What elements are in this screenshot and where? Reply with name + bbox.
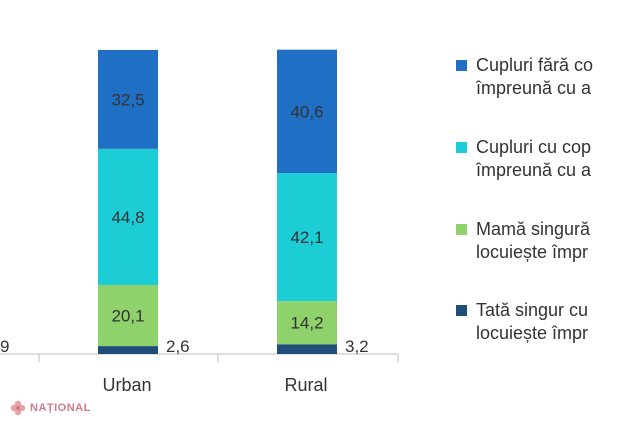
data-label: 32,5	[111, 90, 144, 109]
bar-segment	[98, 50, 158, 149]
watermark-logo: NAȚIONAL	[10, 400, 91, 416]
data-label: 40,6	[290, 102, 323, 121]
data-label: 9	[0, 337, 9, 356]
bar-segment	[98, 284, 158, 347]
data-label: 2,6	[166, 337, 190, 356]
x-tick-label: Rural	[284, 375, 327, 395]
legend-label: Tată singur cu locuiește împr	[476, 300, 589, 343]
data-label: 20,1	[111, 307, 144, 326]
bar-segment	[277, 344, 337, 354]
legend-swatch	[456, 60, 467, 71]
bar-segment	[277, 49, 337, 174]
legend-label: Mamă singură locuiește împr	[476, 219, 591, 262]
data-label: 3,2	[345, 337, 369, 356]
data-label: 42,1	[290, 228, 323, 247]
legend-label: Cupluri cu cop împreună cu a	[476, 137, 592, 180]
legend-swatch	[456, 305, 467, 316]
legend-swatch	[456, 224, 467, 235]
legend-label: Cupluri fără co împreună cu a	[476, 55, 594, 98]
flower-icon	[10, 400, 26, 416]
x-tick-label: Urban	[102, 375, 151, 395]
data-label: 14,2	[290, 314, 323, 333]
legend-swatch	[456, 142, 467, 153]
bar-segment	[277, 301, 337, 345]
data-label: 44,8	[111, 208, 144, 227]
bar-segment	[98, 148, 158, 285]
bar-segment	[98, 346, 158, 354]
watermark-text: NAȚIONAL	[30, 402, 91, 414]
bar-segment	[277, 173, 337, 302]
